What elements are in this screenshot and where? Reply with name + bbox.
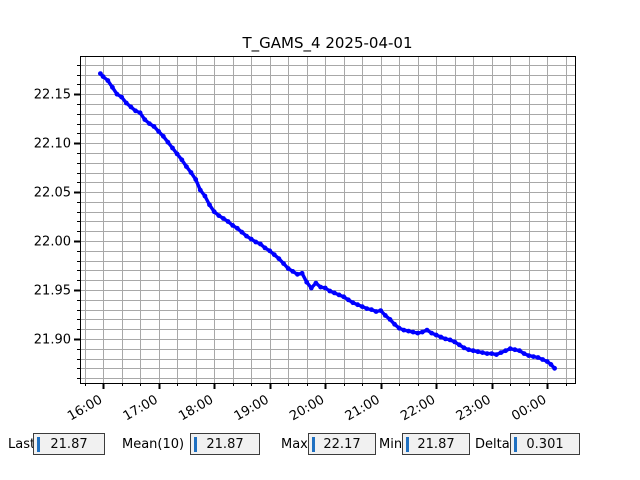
text-cursor — [37, 436, 40, 452]
stat-entry-min[interactable]: 21.87 — [402, 433, 470, 455]
svg-text:22.00: 22.00 — [34, 235, 71, 250]
svg-text:22.10: 22.10 — [34, 137, 71, 152]
series-t_gams_4 — [98, 71, 557, 371]
svg-text:21.90: 21.90 — [34, 332, 71, 347]
stat-entry-delta[interactable]: 0.301 — [510, 433, 580, 455]
stat-label-delta: Delta — [475, 437, 510, 452]
x-tick-labels: 16:00 17:00 18:00 19:00 20:00 21:00 22:00 23:00… — [65, 392, 549, 424]
stat-entry-max[interactable]: 22.17 — [308, 433, 376, 455]
y-tick-labels: 21.90 21.95 22.00 22.05 22.10 22.15 — [34, 88, 71, 348]
chart-figure: 16:00 17:00 18:00 19:00 20:00 21:00 22:00 23:00… — [33, 34, 576, 425]
stat-value-max: 22.17 — [323, 436, 361, 452]
svg-text:21.95: 21.95 — [34, 283, 71, 298]
stat-label-last: Last — [8, 437, 36, 452]
stat-value-mean10: 21.87 — [206, 436, 244, 452]
stat-label-mean10: Mean(10) — [122, 437, 185, 452]
stat-entry-mean10[interactable]: 21.87 — [190, 433, 260, 455]
svg-text:18:00: 18:00 — [176, 392, 216, 424]
svg-text:16:00: 16:00 — [65, 392, 105, 424]
text-cursor — [312, 436, 315, 452]
stat-entry-last[interactable]: 21.87 — [33, 433, 105, 455]
text-cursor — [406, 436, 409, 452]
svg-text:00:00: 00:00 — [509, 392, 549, 424]
stat-value-last: 21.87 — [50, 436, 88, 452]
plot-canvas: 16:00 17:00 18:00 19:00 20:00 21:00 22:00 23:00… — [34, 34, 576, 424]
svg-text:21:00: 21:00 — [343, 392, 383, 424]
grid-lines — [80, 56, 575, 383]
svg-text:22.15: 22.15 — [34, 88, 71, 103]
svg-text:17:00: 17:00 — [121, 392, 161, 424]
svg-text:23:00: 23:00 — [454, 392, 494, 424]
stat-value-min: 21.87 — [417, 436, 455, 452]
series-markers — [98, 71, 557, 371]
axes-background — [80, 56, 575, 383]
svg-text:22.05: 22.05 — [34, 186, 71, 201]
stat-value-delta: 0.301 — [526, 436, 564, 452]
svg-text:22:00: 22:00 — [398, 392, 438, 424]
svg-text:20:00: 20:00 — [287, 392, 327, 424]
chart-title: T_GAMS_4 2025-04-01 — [242, 34, 413, 53]
text-cursor — [514, 436, 517, 452]
svg-text:19:00: 19:00 — [232, 392, 272, 424]
stat-label-min: Min — [379, 437, 403, 452]
text-cursor — [194, 436, 197, 452]
axis-ticks — [74, 65, 567, 389]
axes-spines — [80, 56, 576, 384]
stat-label-max: Max — [281, 437, 308, 452]
stats-bar: Last 21.87 Mean(10) 21.87 Max 22.17 Min … — [0, 430, 640, 480]
